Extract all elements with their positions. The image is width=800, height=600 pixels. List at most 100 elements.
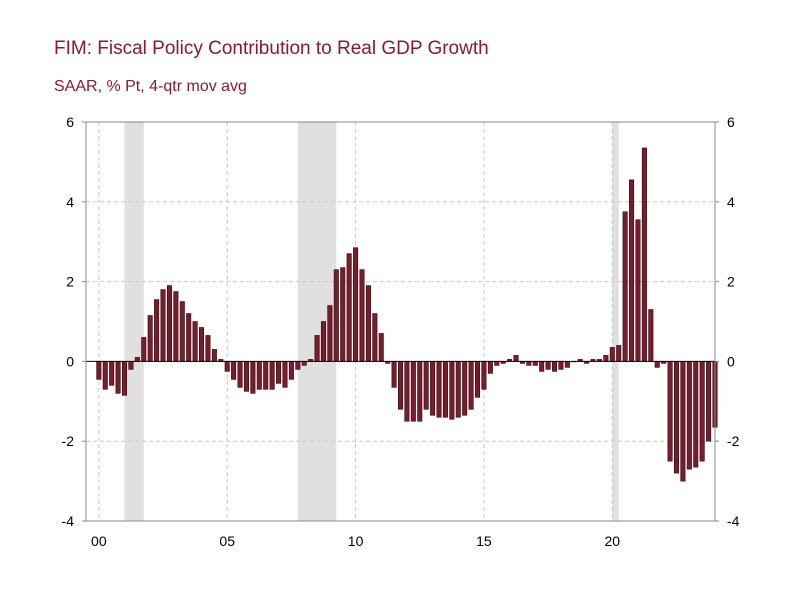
y-tick-label-left: 6: [66, 114, 74, 130]
bar: [192, 321, 198, 362]
y-tick-label-left: -2: [62, 433, 75, 449]
bar: [359, 269, 365, 362]
bar: [635, 219, 641, 362]
bar: [365, 285, 371, 362]
bar: [327, 305, 333, 362]
bar: [699, 361, 705, 462]
bar: [539, 361, 545, 372]
bar: [372, 313, 378, 362]
bar: [301, 361, 307, 366]
bar: [654, 361, 660, 368]
y-tick-label-left: 0: [66, 353, 74, 369]
y-tick-label-right: 6: [727, 114, 735, 130]
bar: [693, 361, 699, 468]
bar: [648, 309, 654, 362]
bar: [641, 147, 647, 362]
y-tick-label-right: -4: [727, 513, 740, 529]
bar: [333, 269, 339, 362]
bar: [346, 253, 352, 362]
bar: [404, 361, 410, 422]
x-tick-label: 10: [348, 533, 364, 549]
bar: [134, 357, 140, 362]
y-tick-label-right: -2: [727, 433, 740, 449]
bar: [616, 345, 622, 362]
bar: [603, 355, 609, 362]
x-tick-label: 05: [219, 533, 235, 549]
bar: [179, 301, 185, 362]
bar: [115, 361, 121, 394]
bar: [558, 361, 564, 370]
bar: [667, 361, 673, 462]
bar: [141, 337, 147, 362]
bar: [468, 361, 474, 410]
bar: [526, 361, 532, 366]
recession-shading-layer: [124, 122, 619, 521]
bar: [430, 361, 436, 416]
bar: [564, 361, 570, 368]
bar: [224, 361, 230, 372]
bar: [154, 299, 160, 362]
bar: [378, 333, 384, 362]
bar: [205, 335, 211, 362]
bar-layer: [96, 147, 718, 482]
bar: [263, 361, 269, 390]
y-tick-label-right: 4: [727, 194, 735, 210]
x-tick-label: 20: [605, 533, 621, 549]
bar: [320, 321, 326, 362]
bar: [199, 327, 205, 362]
bar: [102, 361, 108, 390]
bar: [243, 361, 249, 392]
bar: [686, 361, 692, 470]
bar: [340, 267, 346, 362]
bar: [314, 335, 320, 362]
bar: [122, 361, 128, 396]
bar: [256, 361, 262, 390]
bar: [462, 361, 468, 416]
bar: [680, 361, 686, 482]
bar: [288, 361, 294, 380]
bar: [391, 361, 397, 388]
plot-frame: [85, 121, 716, 522]
bar: [673, 361, 679, 474]
y-tick-label-left: -4: [62, 513, 75, 529]
bar: [237, 361, 243, 388]
x-tick-label: 00: [91, 533, 107, 549]
bar: [532, 361, 538, 366]
bar: [455, 361, 461, 418]
bar: [186, 313, 192, 362]
bar: [160, 289, 166, 362]
bar: [494, 361, 500, 366]
bar: [211, 349, 217, 362]
bar: [481, 361, 487, 390]
bar: [449, 361, 455, 420]
x-tick-label: 15: [476, 533, 492, 549]
bar: [622, 211, 628, 362]
bar: [147, 315, 153, 362]
y-tick-label-right: 0: [727, 353, 735, 369]
bar: [417, 361, 423, 422]
y-tick-label-right: 2: [727, 274, 735, 290]
bar: [609, 347, 615, 362]
bar: [109, 361, 115, 386]
recession-band-0: [124, 122, 144, 521]
bar: [706, 361, 712, 442]
bar: [353, 247, 359, 362]
bar: [96, 361, 102, 380]
recession-band-2: [612, 122, 619, 521]
bar: [397, 361, 404, 410]
bar: [513, 355, 519, 362]
bar: [423, 361, 429, 410]
y-tick-label-left: 2: [66, 274, 74, 290]
bar: [231, 361, 237, 380]
bar: [250, 361, 256, 394]
bar: [128, 361, 134, 370]
bar: [166, 285, 172, 362]
bar: [552, 361, 558, 372]
y-tick-label-left: 4: [66, 194, 74, 210]
chart-subtitle: SAAR, % Pt, 4-qtr mov avg: [54, 78, 247, 95]
bar: [410, 361, 416, 422]
bar: [629, 179, 635, 362]
bar: [436, 361, 442, 418]
bar: [475, 361, 481, 398]
